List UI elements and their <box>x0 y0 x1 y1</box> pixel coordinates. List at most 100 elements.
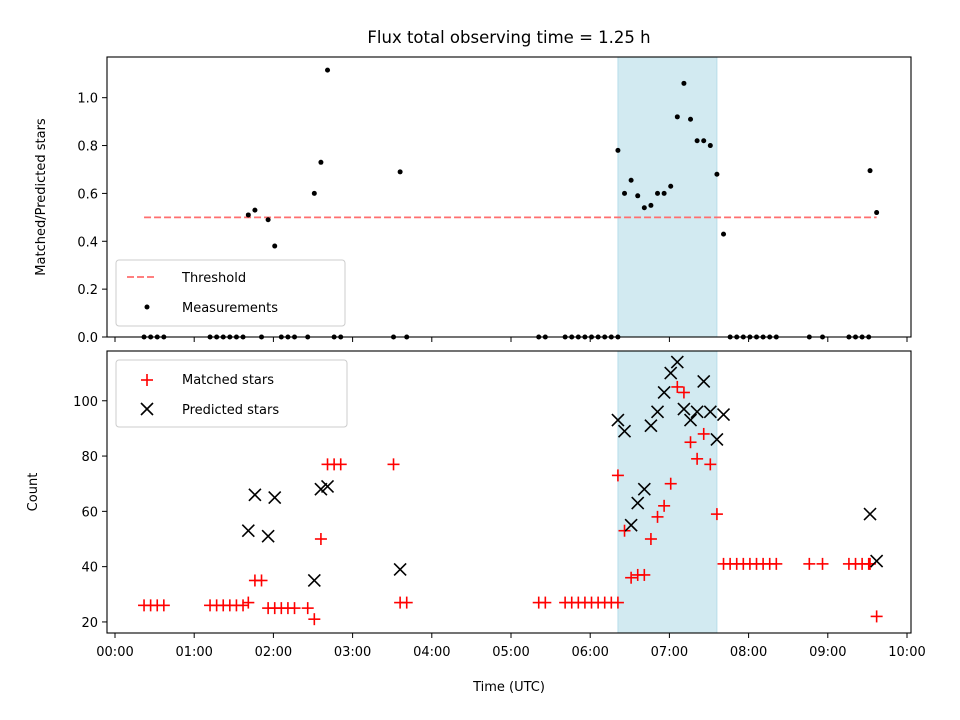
bottom-matched-point <box>539 596 552 609</box>
legend-matched-marker <box>141 374 153 386</box>
xtick-label: 09:00 <box>809 645 846 660</box>
top-ytick-label: 0.6 <box>77 187 98 202</box>
bottom-matched-point <box>644 533 657 545</box>
bottom-ytick-label: 60 <box>81 505 98 520</box>
bottom-matched-point <box>387 458 400 471</box>
top-measurement-point <box>397 169 403 175</box>
bottom-matched-point <box>618 524 631 537</box>
bottom-matched-point <box>677 386 690 399</box>
top-panel: 0.0 0.2 0.4 0.6 0.8 1.0 Matched/Predicted sta… <box>34 56 912 346</box>
top-highlight-span <box>617 56 718 338</box>
bottom-predicted-point <box>863 507 877 521</box>
bottom-predicted-point <box>664 366 678 380</box>
top-panel-frame <box>106 56 912 338</box>
bottom-predicted-point <box>670 355 684 369</box>
bottom-matched-point <box>301 602 314 615</box>
legend-matched-label: Matched stars <box>182 373 274 388</box>
bottom-predicted-point <box>241 524 255 538</box>
bottom-matched-point <box>704 458 717 471</box>
bottom-matched-point <box>334 458 347 471</box>
top-measurement-point <box>615 147 621 153</box>
xtick-label: 10:00 <box>888 645 925 660</box>
top-measurement-point <box>265 217 271 223</box>
bottom-predicted-point <box>307 573 321 588</box>
bottom-matched-point <box>671 380 684 393</box>
top-ylabel: Matched/Predicted stars <box>34 118 49 276</box>
bottom-ytick-label: 40 <box>81 561 98 576</box>
top-measurement-point <box>655 190 661 196</box>
top-measurement-point <box>701 138 707 144</box>
xtick-label: 01:00 <box>175 645 212 660</box>
xtick-label: 03:00 <box>334 645 371 660</box>
bottom-xlabel: Time (UTC) <box>472 680 545 695</box>
top-legend: Threshold Measurements <box>115 259 346 327</box>
bottom-matched-point <box>308 613 321 626</box>
bottom-matched-point <box>684 436 697 449</box>
legend-measurements-label: Measurements <box>182 301 278 316</box>
bottom-matched-point <box>816 557 829 570</box>
bottom-matched-point <box>697 427 710 440</box>
bottom-predicted-point <box>683 413 698 427</box>
bottom-matched-point <box>658 499 671 512</box>
bottom-predicted-point <box>248 488 262 502</box>
bottom-matched-point <box>611 596 624 609</box>
bottom-predicted-point <box>617 424 632 438</box>
bottom-matched-point <box>157 599 170 612</box>
bottom-predicted-point <box>710 432 724 447</box>
bottom-matched-point <box>803 557 816 570</box>
top-measurement-point <box>325 67 331 73</box>
bottom-predicted-point <box>393 562 407 576</box>
xtick-label: 07:00 <box>651 645 688 660</box>
bottom-matched-point <box>314 533 327 545</box>
bottom-matched-point <box>651 510 664 523</box>
top-measurement-point <box>628 177 634 183</box>
bottom-predicted-point <box>611 413 625 427</box>
bottom-legend: Matched stars Predicted stars <box>115 359 348 428</box>
bottom-matched-point <box>255 574 268 587</box>
bottom-matched-point <box>870 610 883 623</box>
bottom-predicted-point <box>261 529 275 543</box>
legend-predicted-marker <box>140 402 154 416</box>
legend-predicted-label: Predicted stars <box>182 403 279 418</box>
bottom-matched-point <box>691 452 704 465</box>
top-measurement-point <box>668 183 674 189</box>
bottom-predicted-point <box>631 496 645 510</box>
bottom-panel-frame <box>106 350 912 634</box>
top-measurement-point <box>272 243 278 249</box>
xtick-label: 06:00 <box>571 645 608 660</box>
bottom-predicted-point <box>697 374 711 388</box>
bottom-panel: 20 40 60 80 100 00:00 01:00 02:00 03:00 04:00 05:0… <box>26 350 926 695</box>
top-measurement-point <box>622 190 628 196</box>
top-measurement-point <box>874 210 880 216</box>
top-measurement-point <box>648 202 654 208</box>
top-measurement-point <box>688 116 694 122</box>
bottom-predicted-point <box>314 482 328 496</box>
top-ytick-label: 0.4 <box>77 235 98 250</box>
legend-threshold-label: Threshold <box>181 271 246 286</box>
top-measurement-point <box>318 159 324 165</box>
bottom-matched-point <box>664 477 677 490</box>
bottom-ylabel: Count <box>26 473 41 512</box>
top-measurement-point <box>867 168 873 174</box>
bottom-matched-point <box>625 571 638 584</box>
bottom-ytick-label: 100 <box>73 395 98 410</box>
top-measurement-point <box>714 171 720 177</box>
bottom-predicted-point <box>690 405 704 419</box>
bottom-predicted-point <box>268 490 282 505</box>
bottom-matched-point <box>638 568 651 581</box>
bottom-matched-point <box>710 508 723 521</box>
bottom-highlight-span <box>617 350 718 634</box>
top-measurement-point <box>681 80 687 86</box>
top-measurement-point <box>252 207 258 213</box>
bottom-predicted-point <box>637 482 651 496</box>
xtick-label: 04:00 <box>413 645 450 660</box>
bottom-matched-point <box>400 596 413 609</box>
bottom-predicted-point <box>624 518 638 532</box>
bottom-predicted-point <box>320 479 335 494</box>
top-measurement-point <box>661 190 667 196</box>
top-ytick-label: 1.0 <box>77 92 98 107</box>
xtick-label: 08:00 <box>730 645 767 660</box>
xtick-label: 05:00 <box>492 645 529 660</box>
bottom-predicted-point <box>677 402 691 416</box>
bottom-predicted-point <box>650 405 665 419</box>
